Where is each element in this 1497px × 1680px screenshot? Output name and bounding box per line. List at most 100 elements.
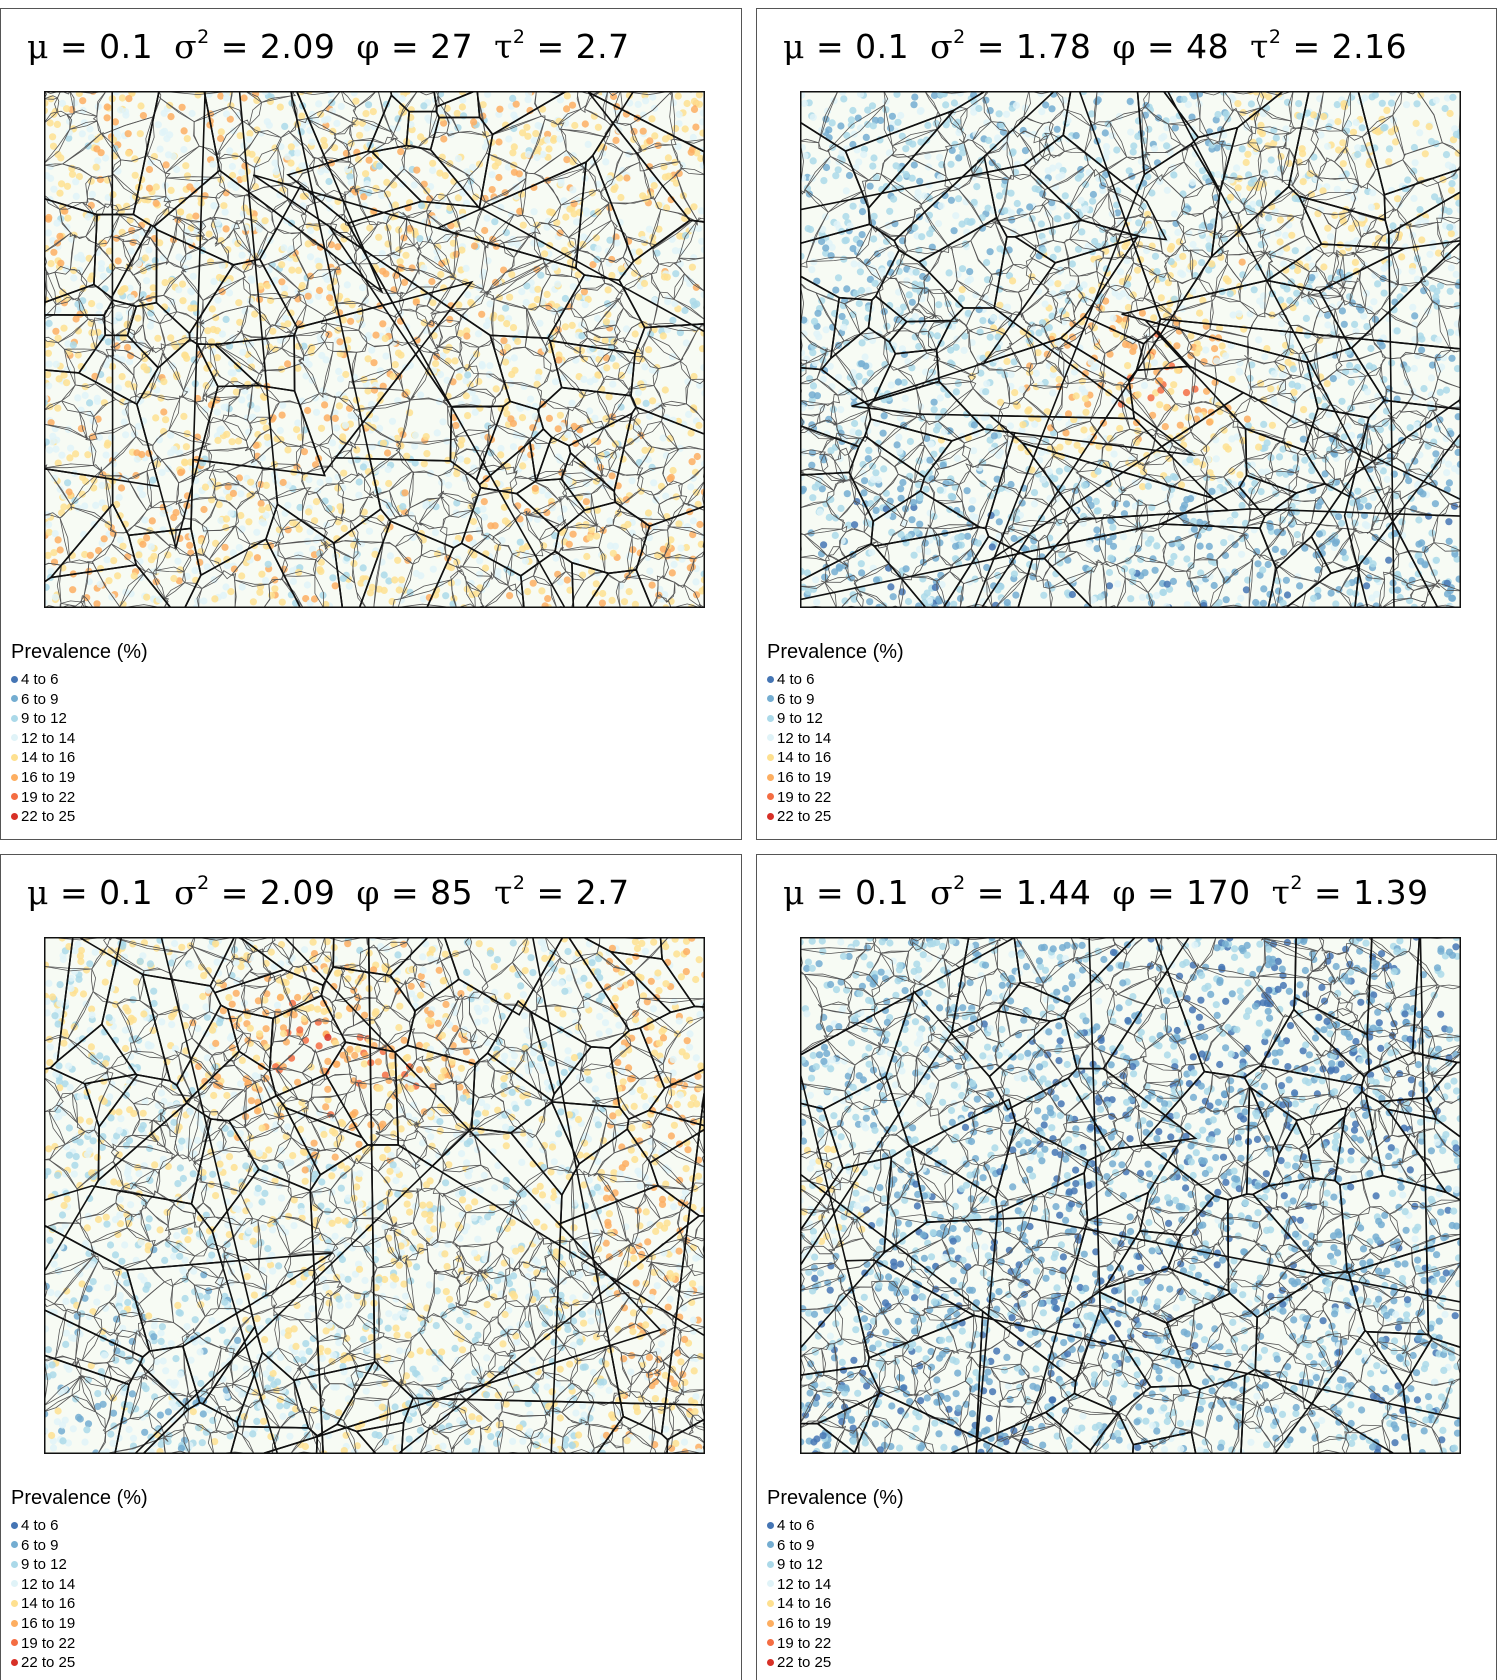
prevalence-point xyxy=(800,99,808,108)
prevalence-point xyxy=(79,97,87,105)
prevalence-point xyxy=(1348,431,1356,439)
prevalence-point xyxy=(167,277,175,285)
prevalence-point xyxy=(429,166,437,175)
prevalence-point xyxy=(1211,345,1219,353)
prevalence-point xyxy=(674,143,682,151)
prevalence-point xyxy=(284,153,292,161)
prevalence-point xyxy=(685,410,693,418)
prevalence-point xyxy=(809,349,817,357)
prevalence-point xyxy=(382,352,390,360)
prevalence-point xyxy=(258,518,266,526)
prevalence-point xyxy=(483,214,491,222)
prevalence-point xyxy=(145,246,153,254)
prevalence-point xyxy=(524,588,532,596)
prevalence-point xyxy=(391,361,399,369)
prevalence-point xyxy=(412,569,420,578)
prevalence-point xyxy=(1255,199,1263,207)
prevalence-point xyxy=(1030,500,1039,508)
prevalence-point xyxy=(887,583,895,591)
prevalence-point xyxy=(560,374,568,382)
prevalence-point xyxy=(828,383,836,391)
prevalence-point xyxy=(115,311,123,319)
prevalence-point xyxy=(822,249,830,257)
prevalence-point xyxy=(586,533,594,541)
sub-district-boundary xyxy=(396,265,420,299)
prevalence-point xyxy=(897,494,905,502)
prevalence-point xyxy=(484,91,492,98)
prevalence-point xyxy=(306,253,315,261)
prevalence-point xyxy=(1121,565,1129,573)
prevalence-point xyxy=(411,442,419,450)
prevalence-point xyxy=(113,130,121,138)
prevalence-point xyxy=(1080,426,1088,434)
prevalence-point xyxy=(563,105,571,113)
prevalence-point xyxy=(988,543,996,551)
prevalence-point xyxy=(849,428,857,436)
sub-district-boundary xyxy=(231,538,289,587)
prevalence-point xyxy=(880,465,888,473)
prevalence-point xyxy=(1060,96,1068,104)
prevalence-point xyxy=(56,546,64,554)
prevalence-point xyxy=(494,567,502,576)
prevalence-point xyxy=(1293,289,1301,297)
prevalence-point xyxy=(678,555,686,563)
prevalence-point xyxy=(359,564,367,572)
sub-district-boundary xyxy=(470,488,522,541)
prevalence-point xyxy=(192,212,200,220)
prevalence-point xyxy=(1419,490,1427,498)
prevalence-point xyxy=(1030,489,1039,497)
prevalence-point xyxy=(56,232,64,240)
prevalence-point xyxy=(1320,263,1328,271)
prevalence-point xyxy=(1347,378,1355,386)
prevalence-point xyxy=(529,579,537,587)
prevalence-point xyxy=(902,565,910,573)
prevalence-point xyxy=(1452,270,1460,279)
legend-swatch xyxy=(11,675,18,683)
sub-district-boundary xyxy=(586,426,623,458)
prevalence-point xyxy=(1063,212,1071,220)
prevalence-point xyxy=(1433,287,1441,295)
prevalence-point xyxy=(180,127,188,135)
prevalence-point xyxy=(822,163,831,172)
sub-district-boundary xyxy=(465,580,487,608)
sub-district-boundary xyxy=(274,293,308,334)
prevalence-point xyxy=(141,254,149,262)
prevalence-point xyxy=(1001,207,1009,215)
prevalence-point xyxy=(577,347,586,355)
prevalence-point xyxy=(469,163,477,171)
prevalence-point xyxy=(167,334,175,342)
prevalence-point xyxy=(385,577,393,585)
prevalence-point xyxy=(568,321,576,329)
prevalence-point xyxy=(509,443,518,451)
prevalence-point xyxy=(298,162,306,170)
prevalence-point xyxy=(365,527,374,535)
prevalence-point xyxy=(455,301,463,309)
prevalence-point xyxy=(479,272,487,280)
prevalence-point xyxy=(698,237,705,245)
prevalence-point xyxy=(209,325,217,334)
prevalence-point xyxy=(167,186,175,194)
prevalence-point xyxy=(317,558,325,566)
prevalence-point xyxy=(642,399,650,407)
prevalence-point xyxy=(284,320,292,328)
prevalence-point xyxy=(345,582,353,590)
prevalence-point xyxy=(218,261,226,270)
prevalence-point xyxy=(138,491,146,499)
prevalence-point xyxy=(604,310,612,318)
prevalence-point xyxy=(555,351,563,359)
prevalence-point xyxy=(80,119,88,127)
sub-district-boundary xyxy=(334,261,370,305)
prevalence-point xyxy=(994,333,1002,341)
prevalence-point xyxy=(429,299,437,307)
prevalence-point xyxy=(125,95,133,103)
prevalence-point xyxy=(183,135,191,143)
prevalence-point xyxy=(407,121,415,129)
prevalence-point xyxy=(317,168,325,176)
prevalence-point xyxy=(893,91,901,98)
prevalence-point xyxy=(175,577,183,585)
prevalence-point xyxy=(517,329,525,337)
prevalence-point xyxy=(311,517,319,525)
prevalence-point xyxy=(1445,460,1453,468)
equals-sign: = xyxy=(1292,27,1321,66)
